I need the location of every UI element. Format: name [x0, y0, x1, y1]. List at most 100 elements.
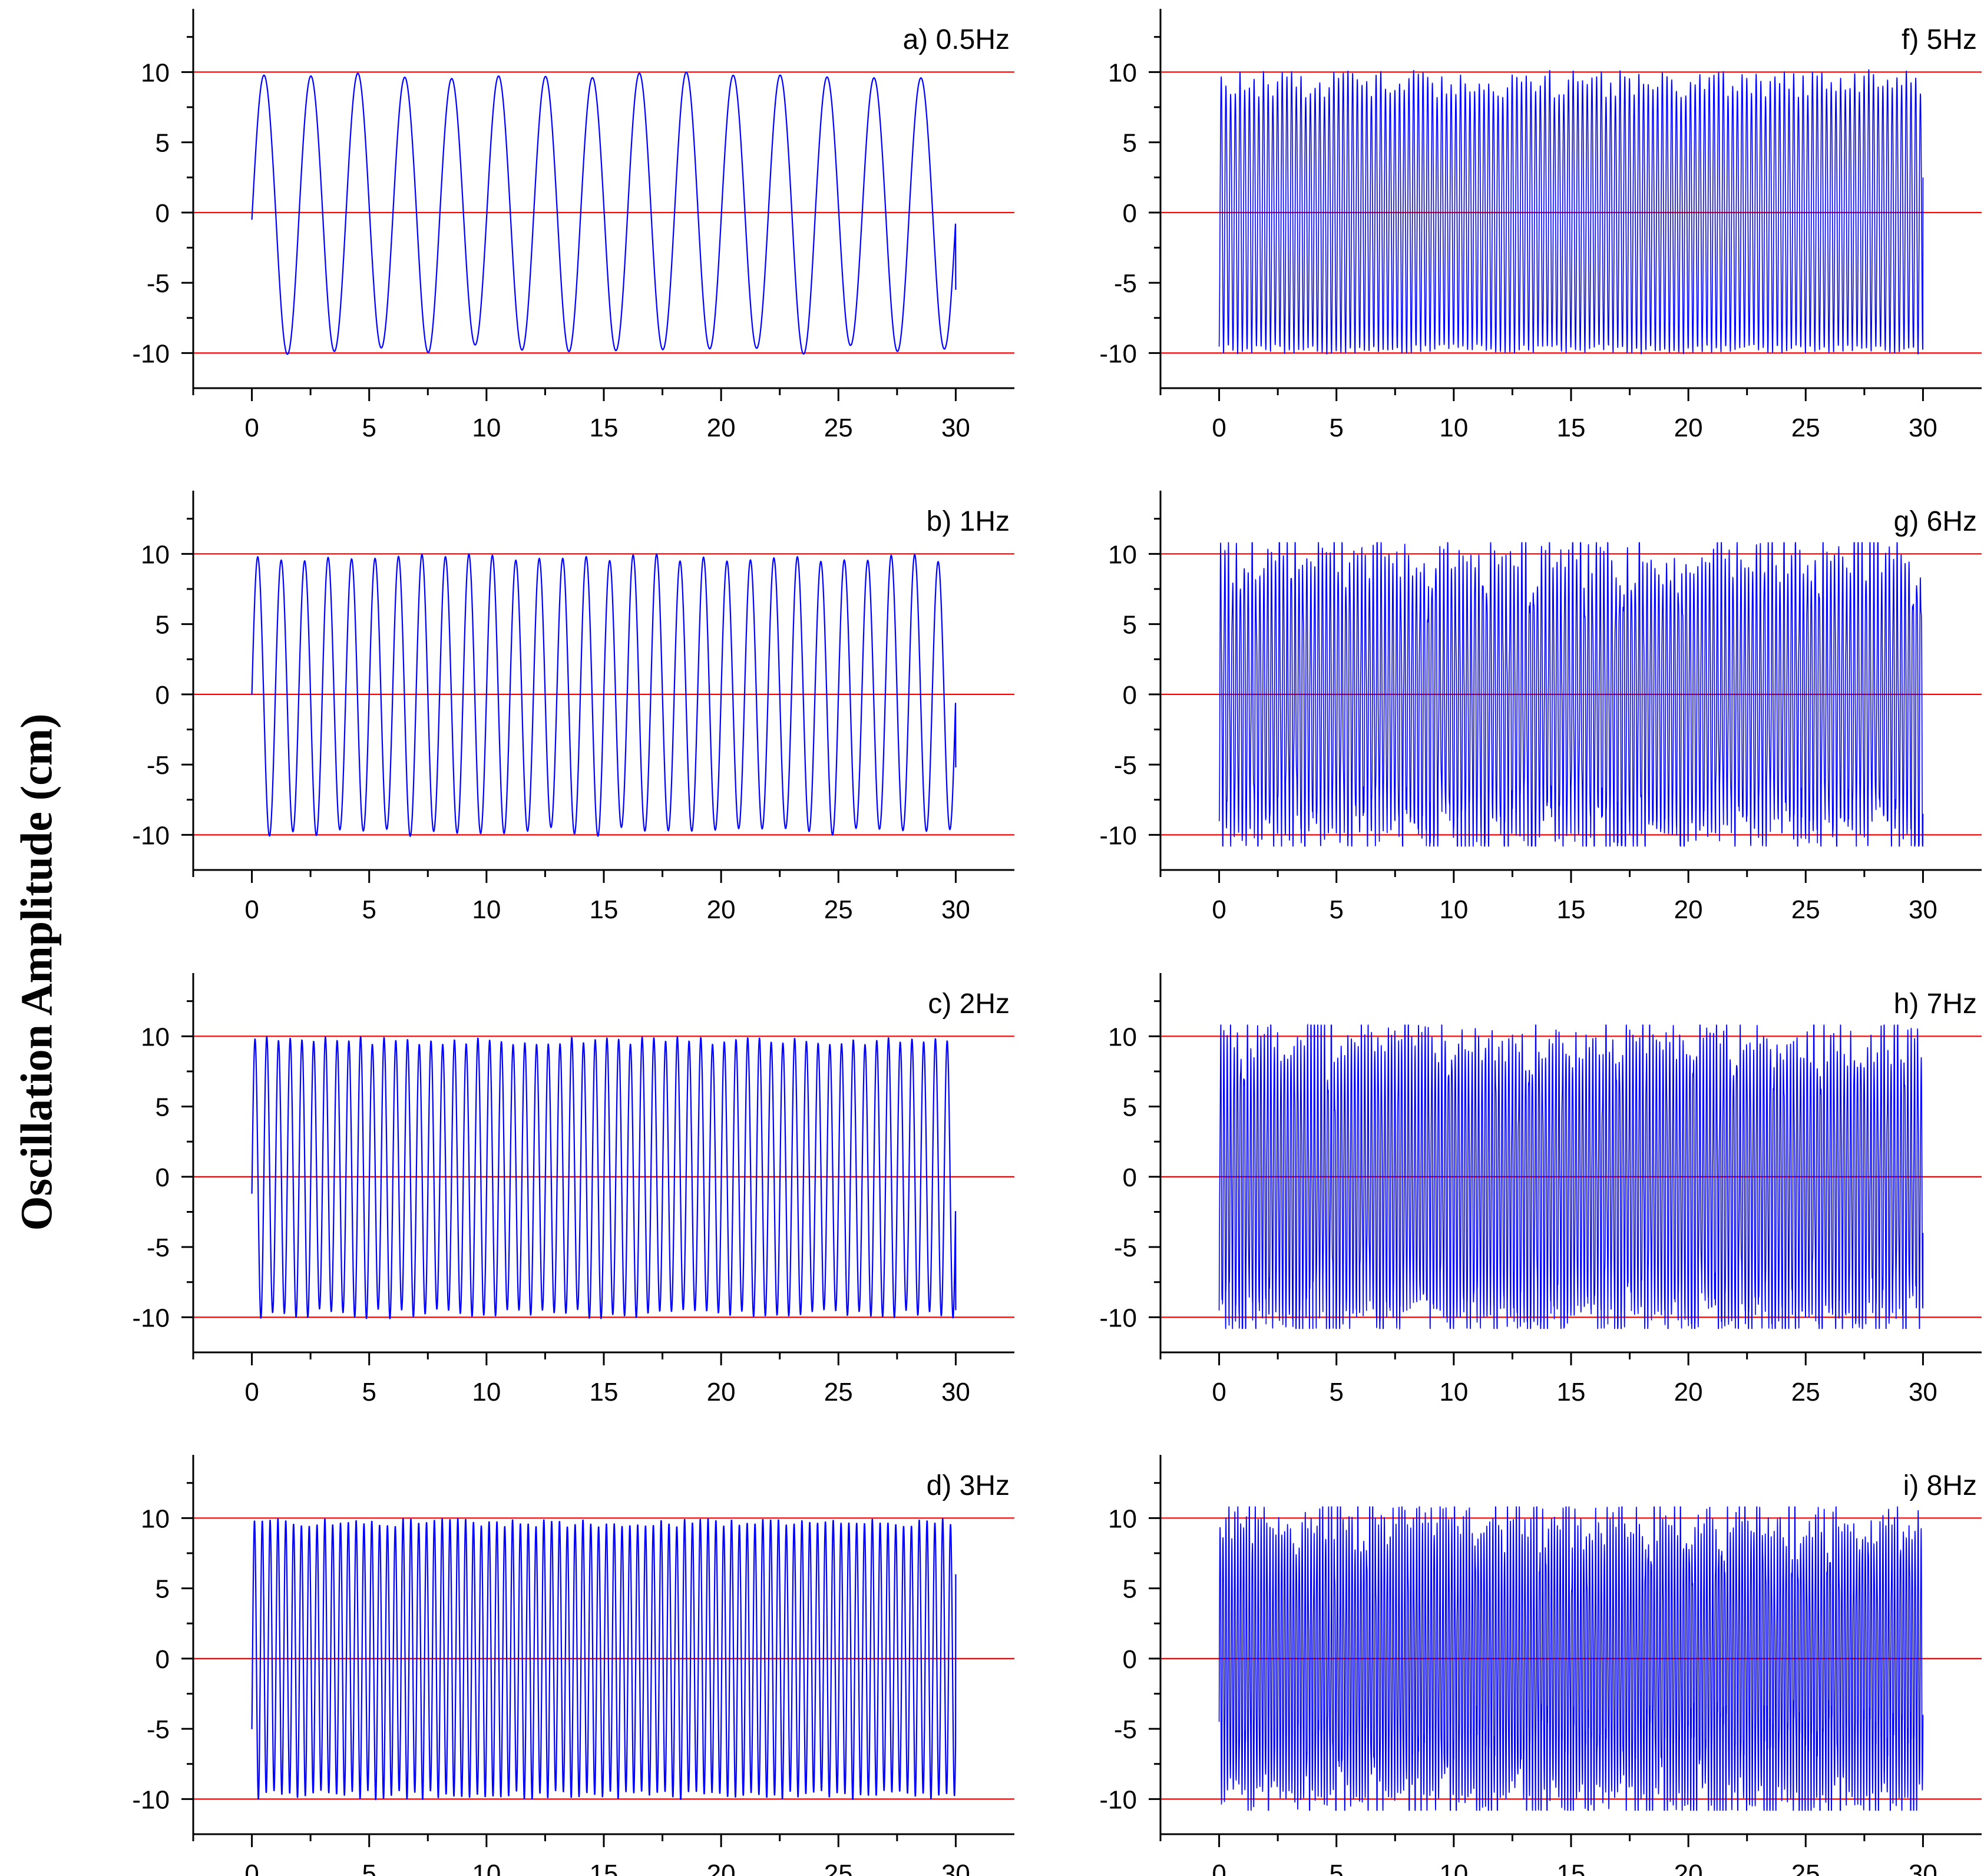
signal-line — [1218, 69, 1924, 355]
x-tick-label: 0 — [244, 895, 259, 924]
x-tick-label: 10 — [1439, 1378, 1468, 1407]
y-tick-label: 0 — [156, 1645, 170, 1674]
y-tick-label: 0 — [1123, 199, 1137, 228]
x-tick-label: 15 — [590, 1378, 619, 1407]
y-tick-label: 10 — [1108, 540, 1137, 569]
x-tick-label: 15 — [590, 413, 619, 442]
x-tick-label: 0 — [244, 1860, 259, 1876]
y-tick-label: 5 — [156, 611, 170, 640]
y-tick-label: 0 — [1123, 1645, 1137, 1674]
x-tick-label: 25 — [1791, 895, 1820, 924]
x-tick-label: 30 — [1909, 1378, 1937, 1407]
x-tick-label: 10 — [1439, 895, 1468, 924]
y-tick-label: 10 — [141, 1023, 170, 1051]
x-tick-label: 15 — [1557, 1378, 1586, 1407]
y-tick-label: 10 — [141, 58, 170, 87]
x-tick-label: 15 — [1557, 1860, 1586, 1876]
x-tick-label: 20 — [707, 1860, 736, 1876]
y-tick-label: -10 — [132, 821, 170, 850]
x-tick-label: 0 — [244, 1378, 259, 1407]
signal-line — [251, 1518, 957, 1801]
y-tick-label: 10 — [1108, 1504, 1137, 1533]
y-tick-label: 0 — [1123, 681, 1137, 710]
x-tick-label: 15 — [1557, 895, 1586, 924]
y-tick-label: 10 — [1108, 1023, 1137, 1051]
x-tick-label: 30 — [941, 1378, 970, 1407]
x-tick-label: 0 — [1212, 895, 1226, 924]
y-tick-label: -10 — [132, 1785, 170, 1814]
x-tick-label: 10 — [472, 413, 501, 442]
y-tick-label: 5 — [1123, 1575, 1137, 1604]
y-tick-label: -5 — [147, 1715, 170, 1744]
x-tick-label: 10 — [472, 1378, 501, 1407]
y-tick-label: 0 — [156, 199, 170, 228]
x-tick-label: 20 — [1674, 1860, 1703, 1876]
y-tick-label: -10 — [1099, 1785, 1137, 1814]
signal-line — [1218, 1023, 1924, 1331]
x-tick-label: 30 — [1909, 895, 1937, 924]
chart-panel-5: 0 5 10 15 20 25 30 10 5 0 -5 -10 g) 6Hz — [1099, 491, 1982, 924]
x-tick-label: 25 — [824, 895, 853, 924]
x-tick-label: 20 — [1674, 413, 1703, 442]
y-tick-label: 10 — [141, 540, 170, 569]
y-tick-label: 5 — [1123, 611, 1137, 640]
panel-title: h) 7Hz — [1894, 988, 1977, 1020]
y-tick-label: -5 — [1114, 751, 1137, 780]
signal-line — [251, 71, 957, 355]
x-tick-label: 0 — [1212, 1860, 1226, 1876]
panel-title: f) 5Hz — [1902, 24, 1977, 55]
x-tick-label: 0 — [244, 413, 259, 442]
x-tick-label: 0 — [1212, 1378, 1226, 1407]
signal-line — [1218, 1506, 1924, 1811]
x-tick-label: 30 — [1909, 1860, 1937, 1876]
x-tick-label: 10 — [1439, 1860, 1468, 1876]
x-tick-label: 30 — [1909, 413, 1937, 442]
x-tick-label: 25 — [1791, 413, 1820, 442]
x-tick-label: 10 — [472, 895, 501, 924]
x-tick-label: 30 — [941, 1860, 970, 1876]
y-tick-label: -5 — [147, 269, 170, 298]
panel-title: a) 0.5Hz — [903, 24, 1010, 55]
y-tick-label: 10 — [1108, 58, 1137, 87]
x-tick-label: 20 — [1674, 1378, 1703, 1407]
panel-title: i) 8Hz — [1903, 1470, 1977, 1501]
panel-title: b) 1Hz — [927, 506, 1010, 537]
x-tick-label: 25 — [1791, 1378, 1820, 1407]
chart-panel-4: 0 5 10 15 20 25 30 10 5 0 -5 -10 f) 5Hz — [1099, 9, 1982, 442]
y-tick-label: 0 — [156, 1163, 170, 1192]
x-tick-label: 10 — [1439, 413, 1468, 442]
y-tick-label: 0 — [1123, 1163, 1137, 1192]
y-tick-label: 5 — [1123, 1093, 1137, 1122]
y-tick-label: 5 — [156, 129, 170, 158]
x-tick-label: 30 — [941, 413, 970, 442]
x-tick-label: 15 — [590, 1860, 619, 1876]
x-tick-label: 5 — [1329, 895, 1343, 924]
y-tick-label: 0 — [156, 681, 170, 710]
y-tick-label: -10 — [1099, 821, 1137, 850]
y-tick-label: -5 — [1114, 1233, 1137, 1262]
x-tick-label: 20 — [707, 1378, 736, 1407]
y-tick-label: -10 — [1099, 339, 1137, 368]
chart-panel-6: 0 5 10 15 20 25 30 10 5 0 -5 -10 h) 7Hz — [1099, 973, 1982, 1407]
chart-panel-2: 0 5 10 15 20 25 30 10 5 0 -5 -10 c) 2Hz — [132, 973, 1014, 1407]
chart-panel-3: 0 5 10 15 20 25 30 10 5 0 -5 -10 d) 3Hz — [132, 1455, 1014, 1876]
y-tick-label: -10 — [132, 339, 170, 368]
y-tick-label: 10 — [141, 1504, 170, 1533]
x-tick-label: 25 — [824, 413, 853, 442]
x-tick-label: 5 — [362, 1860, 376, 1876]
x-tick-label: 5 — [362, 413, 376, 442]
y-tick-label: -5 — [147, 1233, 170, 1262]
x-tick-label: 15 — [1557, 413, 1586, 442]
x-tick-label: 5 — [362, 895, 376, 924]
x-tick-label: 5 — [362, 1378, 376, 1407]
y-tick-label: 5 — [156, 1575, 170, 1604]
x-tick-label: 0 — [1212, 413, 1226, 442]
x-tick-label: 25 — [1791, 1860, 1820, 1876]
signal-line — [1218, 542, 1924, 847]
panel-title: c) 2Hz — [928, 988, 1010, 1020]
y-tick-label: -10 — [132, 1303, 170, 1332]
x-tick-label: 20 — [1674, 895, 1703, 924]
panel-title: d) 3Hz — [927, 1470, 1010, 1501]
y-tick-label: 5 — [156, 1093, 170, 1122]
